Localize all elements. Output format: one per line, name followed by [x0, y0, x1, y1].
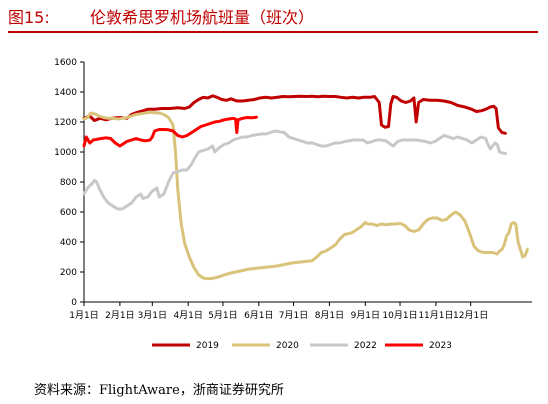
series-line-2023 [82, 115, 258, 148]
y-tick-label: 400 [60, 238, 77, 248]
legend-label-2022: 2022 [354, 341, 377, 351]
legend-label-2019: 2019 [196, 341, 219, 351]
source-note: 资料来源：FlightAware，浙商证券研究所 [34, 383, 284, 398]
series-line-2022 [82, 129, 507, 211]
header-rule [8, 31, 538, 33]
y-tick-label: 200 [60, 268, 77, 278]
x-tick-label: 9月1日 [351, 310, 380, 321]
series-line-2019 [82, 94, 507, 135]
y-tick-label: 600 [60, 208, 77, 218]
y-tick-label: 1600 [54, 58, 77, 68]
x-tick-label: 3月1日 [138, 310, 167, 321]
x-tick-label: 2月1日 [105, 310, 134, 321]
figure-number: 图15: [8, 8, 50, 27]
x-tick-label: 12月1日 [453, 310, 488, 321]
y-tick-label: 800 [60, 178, 77, 188]
x-tick-label: 11月1日 [418, 310, 453, 321]
x-tick-label: 6月1日 [244, 310, 273, 321]
legend-label-2020: 2020 [276, 341, 299, 351]
y-tick-label: 1400 [54, 88, 77, 98]
legend-label-2023: 2023 [429, 341, 452, 351]
x-tick-label: 7月1日 [279, 310, 308, 321]
y-tick-label: 1000 [54, 148, 77, 158]
x-tick-label: 10月1日 [382, 310, 417, 321]
x-tick-label: 1月1日 [69, 310, 98, 321]
series-line-2020 [82, 110, 529, 281]
x-tick-label: 4月1日 [173, 310, 202, 321]
y-tick-label: 0 [71, 298, 77, 308]
y-tick-label: 1200 [54, 118, 77, 128]
x-tick-label: 5月1日 [208, 310, 237, 321]
figure-title: 伦敦希思罗机场航班量（班次） [90, 8, 315, 27]
x-tick-label: 8月1日 [315, 310, 344, 321]
